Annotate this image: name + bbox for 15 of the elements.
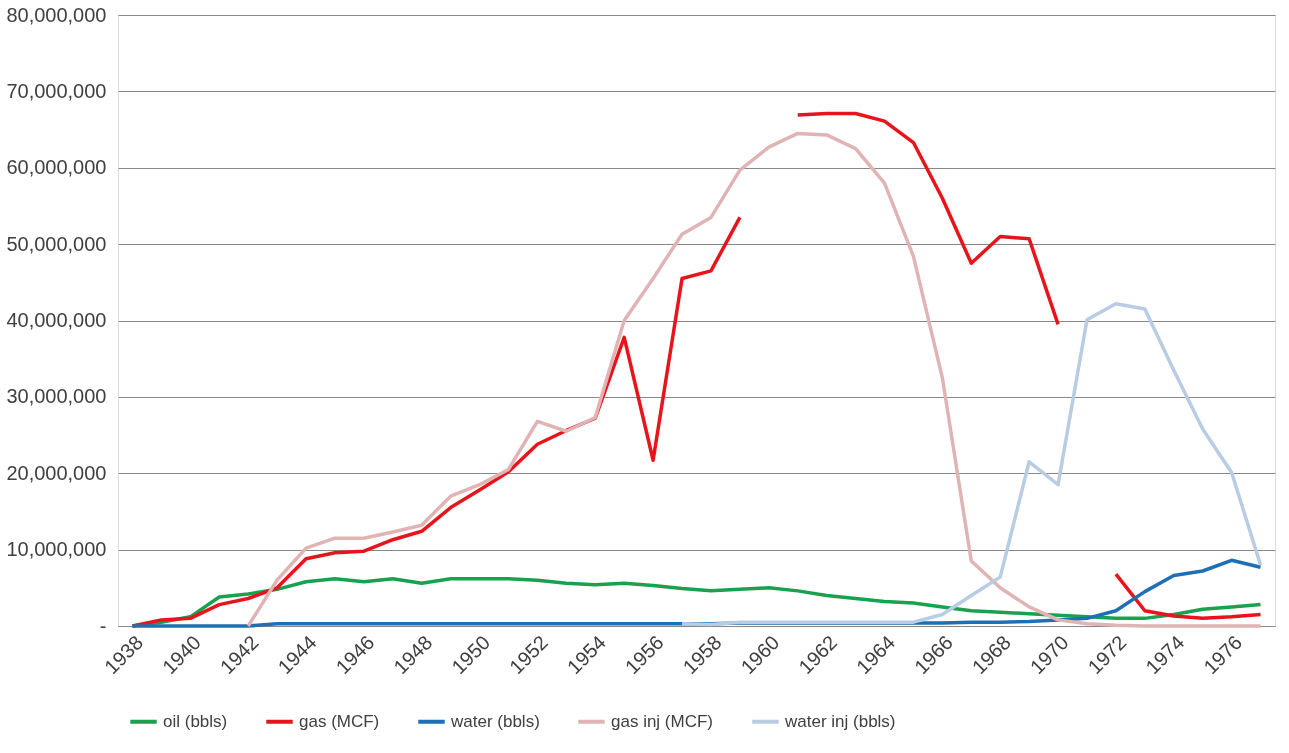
y-tick-label: 40,000,000: [6, 309, 107, 331]
legend-label: oil (bbls): [163, 711, 228, 731]
y-tick-label: 20,000,000: [6, 461, 107, 484]
y-tick-label: 60,000,000: [6, 156, 107, 179]
y-tick-label: 80,000,000: [6, 3, 107, 26]
y-tick-label: -: [99, 614, 107, 637]
legend-label: gas inj (MCF): [611, 711, 714, 731]
y-tick-label: 10,000,000: [6, 538, 107, 561]
legend-label: gas (MCF): [299, 711, 380, 731]
y-tick-label: 70,000,000: [6, 79, 107, 102]
y-tick-label: 30,000,000: [6, 385, 107, 408]
legend-label: water (bbls): [450, 711, 540, 731]
line-series: [680, 301, 1263, 627]
y-tick-label: 50,000,000: [6, 232, 107, 255]
legend-label: water inj (bbls): [784, 711, 896, 731]
